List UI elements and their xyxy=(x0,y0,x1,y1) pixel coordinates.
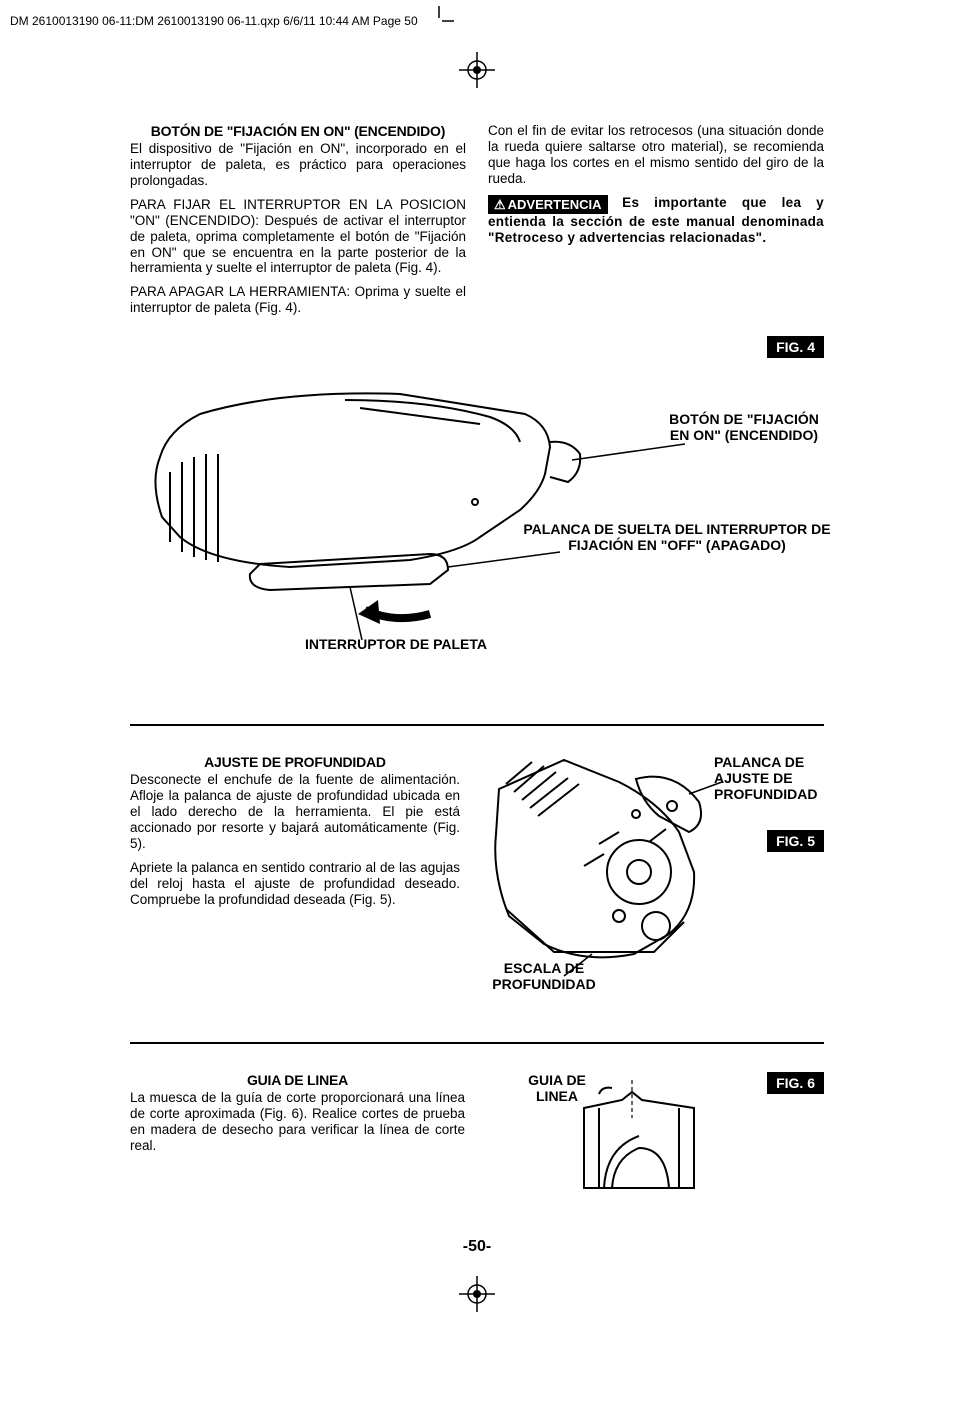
line-section: GUIA DE LINEA La muesca de la guía de co… xyxy=(130,1072,824,1202)
lock-on-p1: El dispositivo de "Fijación en ON", inco… xyxy=(130,141,466,189)
line-p1: La muesca de la guía de corte proporcion… xyxy=(130,1090,465,1154)
line-fig: GUIA DE LINEA FIG. 6 xyxy=(489,1072,824,1202)
fig4-label-palanca: PALANCA DE SUELTA DEL INTERRUPTOR DE FIJ… xyxy=(522,521,832,553)
col-right: Con el fin de evitar los retrocesos (una… xyxy=(488,123,824,324)
warning-para: ⚠ADVERTENCIA Es importante que lea y ent… xyxy=(488,195,824,246)
divider-1 xyxy=(130,724,824,726)
depth-heading: AJUSTE DE PROFUNDIDAD xyxy=(130,754,460,770)
lock-on-p3: PARA APAGAR LA HERRAMIENTA: Oprima y sue… xyxy=(130,284,466,316)
lock-on-p2: PARA FIJAR EL INTERRUPTOR EN LA POSICION… xyxy=(130,197,466,277)
depth-fig: PALANCA DE AJUSTE DE PROFUNDIDAD FIG. 5 … xyxy=(484,754,824,994)
lock-on-heading: BOTÓN DE "FIJACIÓN EN ON" (ENCENDIDO) xyxy=(130,123,466,139)
crop-text: DM 2610013190 06-11:DM 2610013190 06-11.… xyxy=(10,14,418,28)
fig5-label-scale: ESCALA DE PROFUNDIDAD xyxy=(484,960,604,992)
line-heading: GUIA DE LINEA xyxy=(130,1072,465,1088)
col-left: BOTÓN DE "FIJACIÓN EN ON" (ENCENDIDO) El… xyxy=(130,123,466,324)
registration-bottom xyxy=(0,1274,954,1319)
depth-text: AJUSTE DE PROFUNDIDAD Desconecte el ench… xyxy=(130,754,460,994)
fig4-drawing xyxy=(130,342,824,662)
fig5-badge: FIG. 5 xyxy=(767,830,824,852)
fig5-badge-wrap: FIG. 5 xyxy=(767,830,824,852)
line-text: GUIA DE LINEA La muesca de la guía de co… xyxy=(130,1072,465,1202)
registration-icon xyxy=(457,1274,497,1314)
crop-mark-header: DM 2610013190 06-11:DM 2610013190 06-11.… xyxy=(0,0,954,42)
fig4-wrap: FIG. 4 xyxy=(130,336,824,676)
page-number: -50- xyxy=(130,1238,824,1256)
registration-icon xyxy=(457,50,497,90)
depth-p1: Desconecte el enchufe de la fuente de al… xyxy=(130,772,460,852)
warning-label: ADVERTENCIA xyxy=(508,197,602,212)
fig4-label-boton: BOTÓN DE "FIJACIÓN EN ON" (ENCENDIDO) xyxy=(664,411,824,443)
depth-p2: Apriete la palanca en sentido contrario … xyxy=(130,860,460,908)
warning-triangle-icon: ⚠ xyxy=(494,197,506,212)
fig4-label-interruptor: INTERRUPTOR DE PALETA xyxy=(305,636,487,652)
intro-columns: BOTÓN DE "FIJACIÓN EN ON" (ENCENDIDO) El… xyxy=(130,123,824,324)
registration-top xyxy=(0,50,954,95)
depth-section: AJUSTE DE PROFUNDIDAD Desconecte el ench… xyxy=(130,754,824,994)
kickback-p: Con el fin de evitar los retrocesos (una… xyxy=(488,123,824,187)
crop-corner-icon xyxy=(424,6,454,36)
fig6-badge: FIG. 6 xyxy=(767,1072,824,1094)
divider-2 xyxy=(130,1042,824,1044)
warning-badge: ⚠ADVERTENCIA xyxy=(488,195,608,214)
fig6-drawing xyxy=(544,1078,764,1198)
fig6-badge-wrap: FIG. 6 xyxy=(767,1072,824,1094)
fig5-label-lever: PALANCA DE AJUSTE DE PROFUNDIDAD xyxy=(714,754,824,802)
